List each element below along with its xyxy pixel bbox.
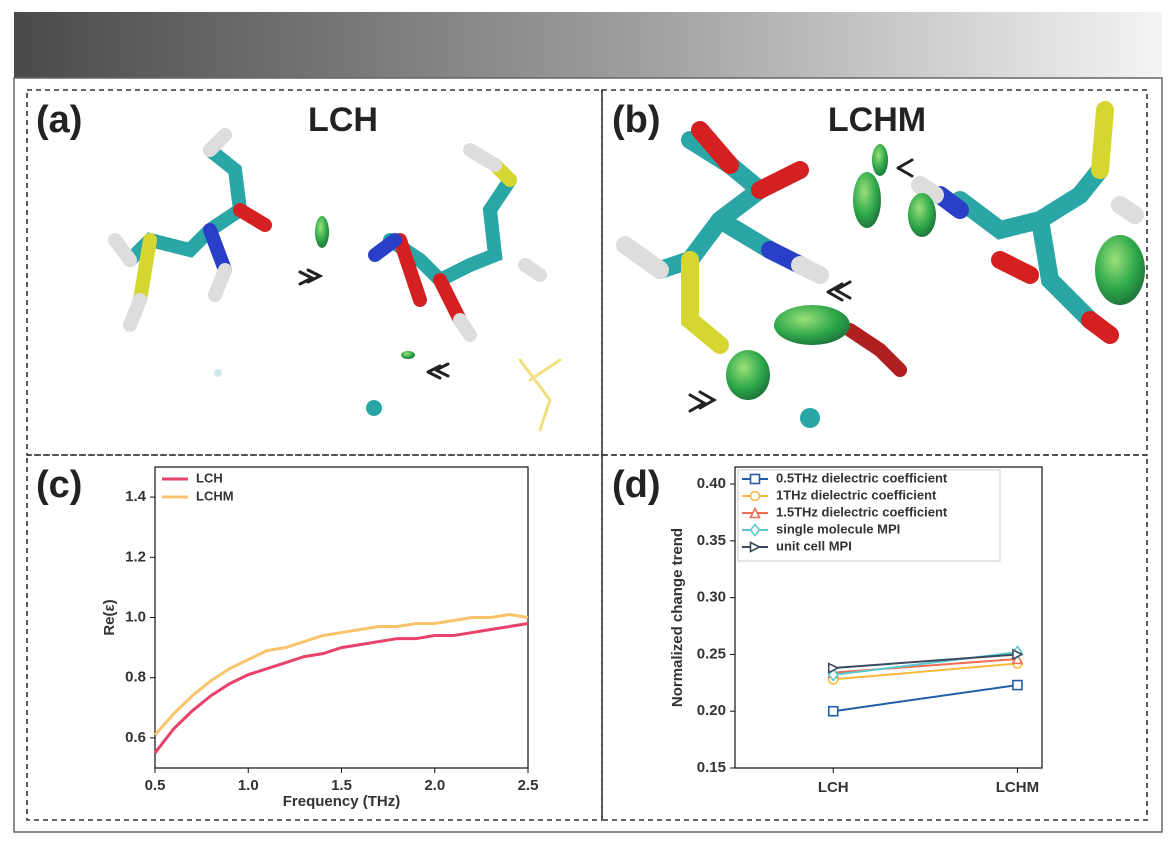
legend-box	[737, 469, 1001, 562]
x-tick-label: 1.5	[331, 777, 352, 794]
x-axis-label: Frequency (THz)	[283, 793, 401, 810]
y-tick-label: 1.4	[125, 488, 147, 505]
legend-label: LCHM	[196, 488, 234, 503]
y-tick-label: 0.35	[697, 532, 726, 549]
marker	[749, 473, 761, 485]
y-axis-label: Normalized change trend	[669, 528, 686, 707]
panel-label: (d)	[612, 464, 661, 506]
marker	[749, 541, 762, 553]
molecule-b	[616, 101, 1145, 428]
series-line	[833, 684, 1018, 713]
marker	[827, 705, 839, 717]
legend-label: 1.5THz dielectric coefficient	[776, 504, 948, 519]
marker	[1011, 652, 1024, 665]
panel-title: LCH	[308, 101, 378, 139]
y-tick-label: 0.8	[125, 669, 146, 686]
x-tick-label: LCH	[818, 779, 849, 796]
panel-text: (a) LCH (b) LCHM (c) (d)	[36, 99, 926, 506]
panel-label: (c)	[36, 464, 82, 506]
x-tick-label: 1.0	[238, 777, 259, 794]
y-tick-label: 0.20	[697, 702, 726, 719]
header-bar	[14, 12, 1162, 78]
frame	[13, 77, 1163, 833]
marker	[749, 490, 761, 502]
legend-label: single molecule MPI	[776, 521, 900, 536]
series-line	[833, 653, 1018, 670]
marker	[1012, 648, 1024, 661]
y-tick-label: 0.25	[697, 645, 726, 662]
series-line	[153, 622, 529, 754]
axes-frame	[734, 466, 1043, 769]
marker	[749, 523, 761, 537]
legend-label: LCH	[196, 470, 223, 485]
y-tick-label: 1.2	[125, 548, 146, 565]
panel-border	[26, 454, 603, 821]
marker	[1012, 679, 1023, 691]
panel-label: (a)	[36, 99, 82, 141]
y-tick-label: 1.0	[125, 608, 146, 625]
panel-border	[26, 89, 603, 456]
legend-label: unit cell MPI	[776, 538, 852, 553]
series-line	[833, 662, 1018, 681]
marker	[827, 668, 839, 682]
molecule-a	[108, 128, 562, 432]
x-tick-label: 2.0	[424, 777, 445, 794]
x-tick-label: 2.5	[518, 777, 539, 794]
legend-label: 1THz dielectric coefficient	[776, 487, 937, 502]
y-tick-label: 0.15	[697, 759, 726, 776]
panel-title: LCHM	[828, 101, 926, 139]
x-tick-label: LCHM	[996, 779, 1039, 796]
y-tick-label: 0.30	[697, 589, 726, 606]
panel-border	[601, 454, 1148, 821]
marker	[827, 662, 840, 674]
panel-label: (b)	[612, 99, 661, 141]
y-tick-label: 0.6	[125, 729, 146, 746]
y-axis-label: Re(ε)	[101, 599, 118, 635]
y-tick-label: 0.40	[697, 475, 726, 492]
legend-label: 0.5THz dielectric coefficient	[776, 470, 948, 485]
marker	[749, 506, 761, 519]
x-tick-label: 0.5	[145, 777, 166, 794]
series-line	[153, 612, 529, 736]
